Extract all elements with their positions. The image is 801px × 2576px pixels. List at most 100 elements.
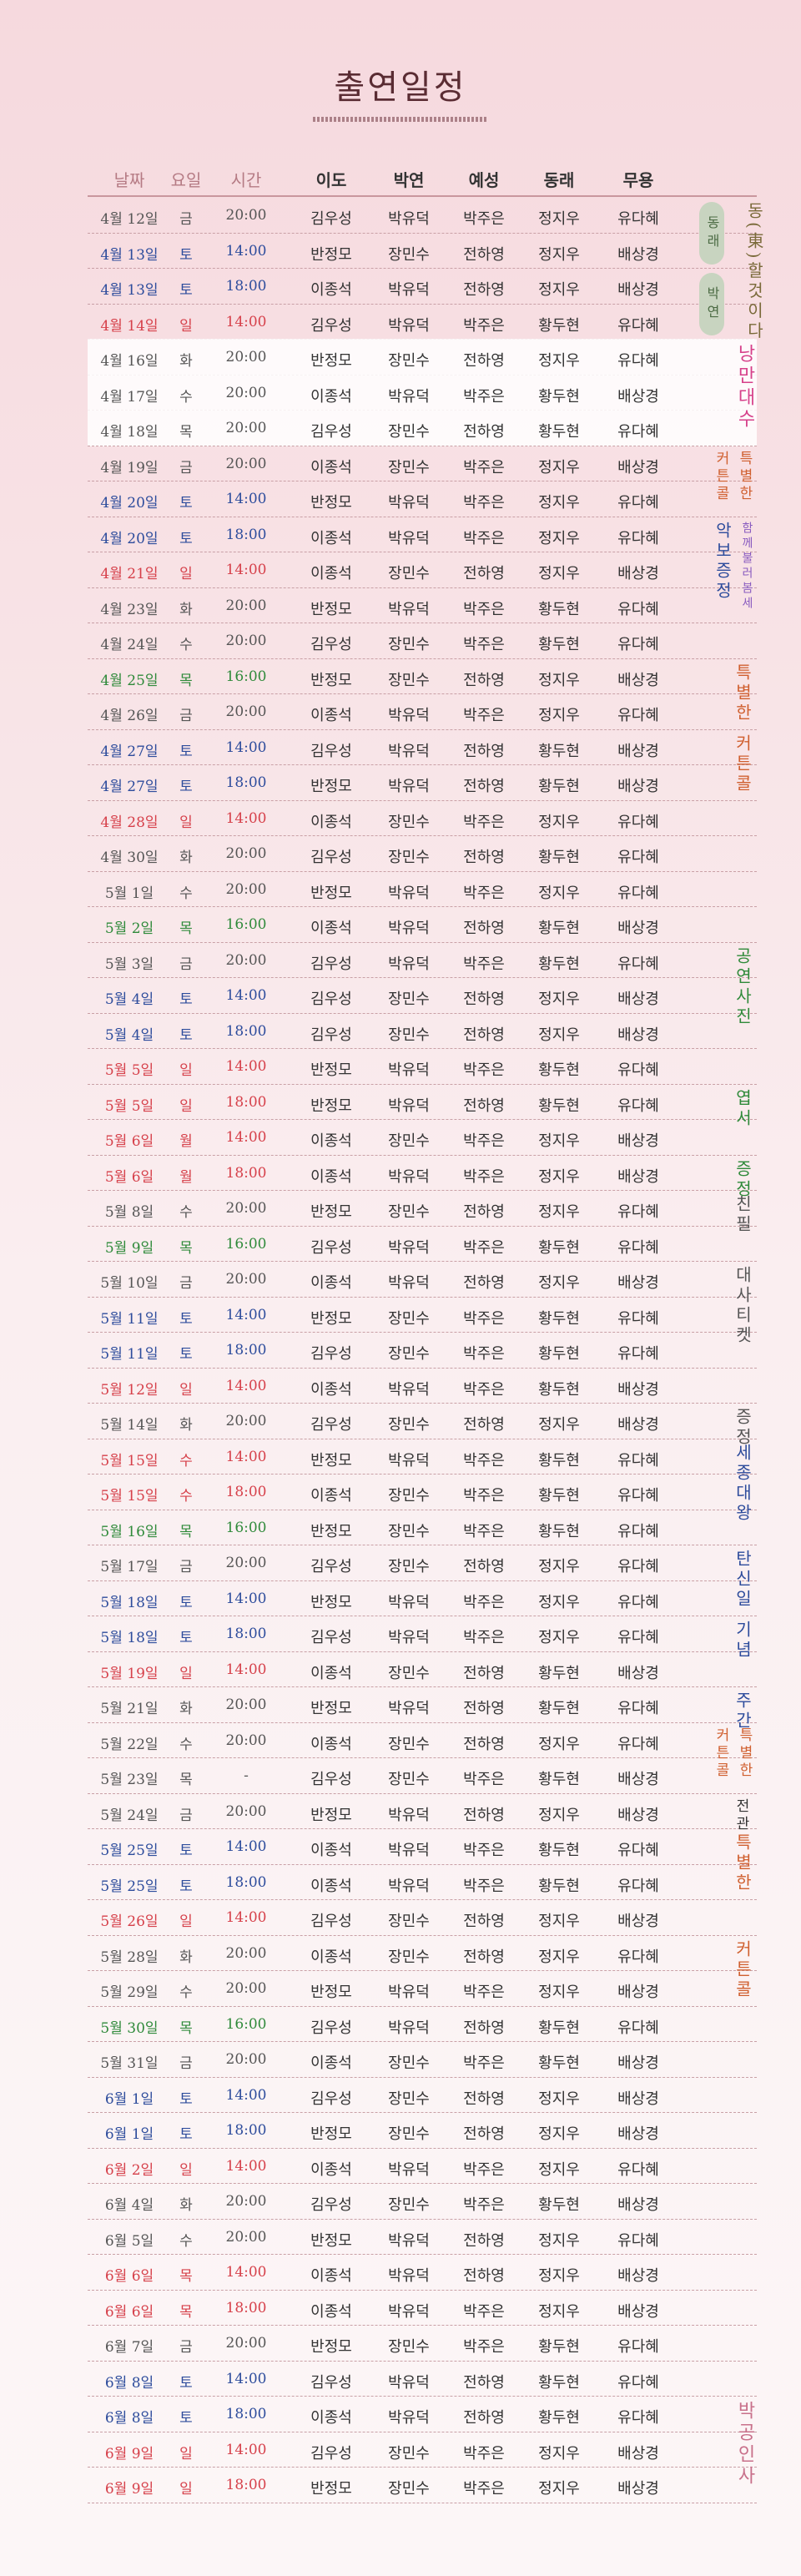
muyong-cell: 배상경 bbox=[617, 920, 659, 937]
day-cell: 토 bbox=[179, 246, 193, 264]
date-cell: 5월 26일 bbox=[100, 1913, 159, 1930]
time-cell: 14:00 bbox=[225, 1129, 267, 1146]
ido-cell: 김우성 bbox=[310, 316, 352, 335]
day-cell: 화 bbox=[179, 1417, 193, 1434]
time-cell: 16:00 bbox=[225, 916, 267, 933]
bakyeon-cell: 장민수 bbox=[388, 671, 430, 689]
yeseong-cell: 전하영 bbox=[463, 352, 505, 370]
bakyeon-cell: 박유덕 bbox=[388, 2160, 430, 2179]
table-row: 6월 9일 일 18:00 반정모 장민수 박주은 정지우 배상경 bbox=[88, 2467, 757, 2503]
muyong-cell: 유다혜 bbox=[617, 636, 659, 653]
day-cell: 화 bbox=[179, 1701, 193, 1717]
date-cell: 6월 8일 bbox=[104, 2374, 154, 2392]
bakyeon-cell: 박유덕 bbox=[388, 1629, 430, 1646]
yeseong-cell: 전하영 bbox=[463, 742, 505, 760]
table-row: 4월 13일 토 14:00 반정모 장민수 전하영 정지우 배상경 bbox=[88, 233, 757, 269]
day-cell: 토 bbox=[179, 2090, 193, 2108]
time-cell: 20:00 bbox=[225, 597, 267, 614]
table-row: 4월 27일 토 18:00 반정모 박유덕 전하영 황두현 배상경 bbox=[88, 764, 757, 801]
date-cell: 5월 21일 bbox=[100, 1701, 159, 1717]
yeseong-cell: 전하영 bbox=[463, 2090, 505, 2108]
dongrae-cell: 황두현 bbox=[538, 1061, 580, 1079]
bakyeon-cell: 박유덕 bbox=[388, 2302, 430, 2321]
dongrae-cell: 정지우 bbox=[538, 1806, 580, 1824]
bakyeon-cell: 박유덕 bbox=[388, 1451, 430, 1469]
yeseong-cell: 박주은 bbox=[463, 2338, 505, 2356]
day-cell: 목 bbox=[179, 2019, 193, 2037]
ido-cell: 김우성 bbox=[310, 2373, 352, 2392]
muyong-cell: 배상경 bbox=[617, 2302, 659, 2321]
time-cell: 14:00 bbox=[225, 1377, 267, 1394]
event-note: 특별한 bbox=[736, 450, 753, 503]
table-row: 4월 20일 토 18:00 이종석 박유덕 박주은 정지우 유다혜 bbox=[88, 517, 757, 552]
ido-cell: 반정모 bbox=[310, 1700, 352, 1717]
event-note: 박공인사 bbox=[734, 2401, 755, 2488]
day-cell: 목 bbox=[179, 920, 193, 937]
dongrae-cell: 정지우 bbox=[538, 458, 580, 476]
date-cell: 4월 20일 bbox=[100, 495, 159, 512]
muyong-cell: 유다혜 bbox=[617, 1593, 659, 1611]
day-cell: 금 bbox=[179, 955, 193, 973]
time-cell: 18:00 bbox=[225, 774, 267, 791]
table-row: 5월 3일 금 20:00 김우성 박유덕 박주은 황두현 유다혜 bbox=[88, 942, 757, 978]
bakyeon-cell: 박유덕 bbox=[388, 742, 430, 760]
ido-cell: 반정모 bbox=[310, 1096, 352, 1115]
dongrae-cell: 정지우 bbox=[538, 2267, 580, 2285]
muyong-cell: 배상경 bbox=[617, 1026, 659, 1044]
date-cell: 6월 8일 bbox=[104, 2410, 154, 2427]
time-cell: 14:00 bbox=[225, 2441, 267, 2458]
table-row: 4월 23일 화 20:00 반정모 박유덕 박주은 황두현 유다혜 bbox=[88, 587, 757, 623]
bakyeon-cell: 장민수 bbox=[388, 1558, 430, 1575]
event-note: 엽서 bbox=[733, 1088, 753, 1129]
bakyeon-cell: 장민수 bbox=[388, 813, 430, 831]
dongrae-cell: 황두현 bbox=[538, 1309, 580, 1328]
muyong-cell: 유다혜 bbox=[617, 707, 659, 724]
bakyeon-cell: 박유덕 bbox=[388, 1700, 430, 1717]
yeseong-cell: 전하영 bbox=[463, 1416, 505, 1434]
table-row: 4월 30일 화 20:00 김우성 장민수 전하영 황두현 유다혜 bbox=[88, 835, 757, 872]
ido-cell: 이종석 bbox=[310, 529, 352, 547]
time-cell: 20:00 bbox=[225, 1980, 267, 1997]
time-cell: 20:00 bbox=[225, 633, 267, 649]
muyong-cell: 유다혜 bbox=[617, 1558, 659, 1575]
date-cell: 4월 23일 bbox=[100, 601, 159, 618]
time-cell: 14:00 bbox=[225, 1448, 267, 1465]
dongrae-cell: 정지우 bbox=[538, 1593, 580, 1611]
date-cell: 4월 24일 bbox=[100, 637, 159, 653]
time-cell: 20:00 bbox=[225, 1802, 267, 1820]
yeseong-cell: 박주은 bbox=[463, 2444, 505, 2463]
dongrae-cell: 정지우 bbox=[538, 565, 580, 582]
muyong-cell: 유다혜 bbox=[617, 316, 659, 335]
time-cell: 18:00 bbox=[225, 1342, 267, 1359]
time-cell: 14:00 bbox=[225, 1838, 267, 1855]
muyong-cell: 유다혜 bbox=[617, 352, 659, 370]
muyong-cell: 배상경 bbox=[617, 1416, 659, 1434]
time-cell: 14:00 bbox=[225, 739, 267, 756]
ido-cell: 반정모 bbox=[310, 2338, 352, 2356]
time-cell: 20:00 bbox=[225, 2051, 267, 2068]
date-cell: 5월 29일 bbox=[100, 1984, 159, 2001]
date-cell: 5월 11일 bbox=[100, 1310, 159, 1328]
ido-cell: 이종석 bbox=[310, 2267, 352, 2285]
date-cell: 5월 1일 bbox=[104, 885, 154, 902]
ido-cell: 이종석 bbox=[310, 2160, 352, 2179]
ido-cell: 이종석 bbox=[310, 1842, 352, 1859]
time-cell: 20:00 bbox=[225, 1732, 267, 1749]
muyong-cell: 배상경 bbox=[617, 1380, 659, 1399]
bakyeon-cell: 박유덕 bbox=[388, 1238, 430, 1257]
date-cell: 6월 1일 bbox=[104, 2090, 154, 2108]
time-cell: 18:00 bbox=[225, 1022, 267, 1040]
date-cell: 4월 13일 bbox=[100, 282, 159, 299]
date-cell: 4월 19일 bbox=[100, 459, 159, 476]
table-row: 5월 25일 토 18:00 이종석 박유덕 박주은 황두현 유다혜 bbox=[88, 1864, 757, 1900]
table-row: 4월 24일 수 20:00 김우성 장민수 박주은 황두현 유다혜 bbox=[88, 623, 757, 659]
muyong-cell: 유다혜 bbox=[617, 1309, 659, 1328]
ido-cell: 반정모 bbox=[310, 1522, 352, 1540]
muyong-cell: 유다혜 bbox=[617, 1842, 659, 1859]
date-cell: 6월 9일 bbox=[104, 2481, 154, 2498]
day-cell: 금 bbox=[179, 1807, 193, 1824]
time-cell: 14:00 bbox=[225, 2264, 267, 2281]
ido-cell: 이종석 bbox=[310, 1664, 352, 1682]
day-cell: 일 bbox=[179, 814, 193, 831]
yeseong-cell: 전하영 bbox=[463, 1558, 505, 1575]
